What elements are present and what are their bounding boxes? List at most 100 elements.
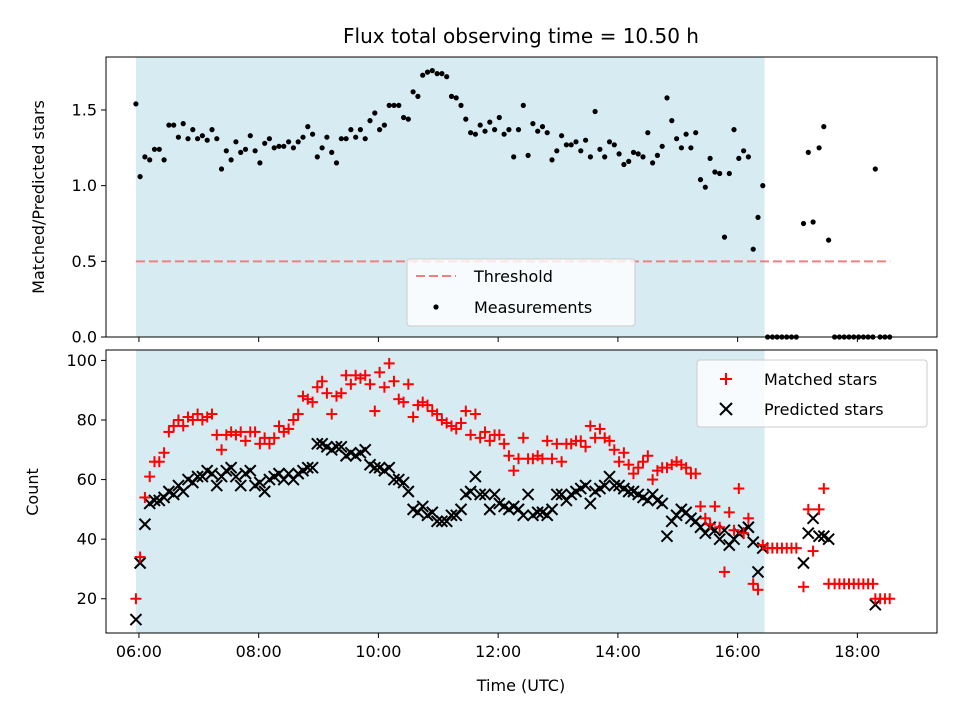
measurement-point bbox=[563, 142, 570, 148]
matched-star-point bbox=[802, 503, 814, 515]
predicted-star-point bbox=[608, 479, 621, 492]
predicted-star-point bbox=[806, 512, 820, 525]
measurement-point bbox=[568, 142, 574, 148]
matched-star-point bbox=[632, 462, 644, 474]
predicted-star-point bbox=[402, 485, 415, 498]
measurement-point bbox=[750, 246, 756, 252]
predicted-star-point bbox=[311, 437, 324, 451]
predicted-star-point bbox=[224, 461, 238, 474]
measurement-point bbox=[343, 136, 349, 142]
measurement-point bbox=[664, 95, 670, 101]
matched-star-point bbox=[714, 521, 726, 533]
bottom-legend: Matched stars Predicted stars bbox=[696, 359, 928, 428]
matched-star-point bbox=[884, 593, 896, 605]
predicted-star-point bbox=[387, 473, 401, 486]
legend-matched-label: Matched stars bbox=[764, 370, 877, 389]
measurement-point bbox=[247, 133, 253, 139]
measurement-point bbox=[218, 166, 225, 172]
predicted-star-point bbox=[359, 443, 372, 457]
predicted-star-point bbox=[234, 479, 247, 492]
measurement-point bbox=[697, 177, 704, 183]
predicted-star-point bbox=[148, 494, 161, 507]
matched-star-point bbox=[206, 408, 218, 420]
matched-star-point bbox=[541, 435, 553, 447]
matched-star-point bbox=[517, 432, 529, 444]
measurement-point bbox=[816, 145, 822, 151]
matched-star-point bbox=[144, 471, 156, 483]
matched-star-point bbox=[345, 378, 357, 390]
matched-star-point bbox=[283, 423, 295, 435]
measurement-point bbox=[233, 139, 239, 145]
matched-star-point bbox=[383, 357, 395, 369]
measurement-point bbox=[549, 157, 555, 163]
predicted-star-point bbox=[445, 509, 458, 522]
matched-star-point bbox=[647, 474, 659, 486]
bottom-legend-box bbox=[696, 359, 928, 428]
predicted-star-point bbox=[660, 529, 674, 543]
measurement-point bbox=[214, 136, 220, 142]
matched-star-point bbox=[374, 366, 386, 378]
matched-star-point bbox=[589, 432, 601, 444]
matched-star-point bbox=[690, 468, 702, 480]
bottom-predicted-points bbox=[129, 437, 882, 626]
measurement-point bbox=[702, 184, 708, 190]
measurement-point bbox=[171, 122, 177, 128]
matched-star-point bbox=[359, 369, 371, 381]
measurement-point bbox=[257, 160, 263, 166]
measurement-point bbox=[650, 160, 656, 166]
matched-star-point bbox=[623, 459, 635, 471]
y-tick-label: 80 bbox=[77, 411, 97, 430]
predicted-star-point bbox=[822, 532, 835, 546]
measurement-point bbox=[707, 155, 713, 161]
predicted-star-point bbox=[746, 535, 760, 549]
measurement-point bbox=[630, 149, 637, 155]
measurement-point bbox=[314, 154, 320, 160]
matched-star-point bbox=[239, 435, 251, 447]
measurement-point bbox=[468, 130, 474, 136]
matched-star-point bbox=[249, 426, 261, 438]
measurement-point bbox=[496, 114, 502, 121]
predicted-star-point bbox=[301, 461, 314, 474]
legend-measurements-label: Measurements bbox=[474, 298, 592, 317]
top-measurement-points bbox=[133, 68, 893, 340]
measurement-point bbox=[377, 127, 383, 133]
predicted-star-point bbox=[622, 485, 635, 498]
predicted-star-point bbox=[258, 485, 271, 498]
matched-star-point bbox=[211, 429, 223, 441]
matched-star-point bbox=[335, 387, 347, 399]
matched-star-point bbox=[513, 453, 525, 465]
legend-threshold-label: Threshold bbox=[473, 267, 553, 286]
measurement-point bbox=[826, 237, 832, 243]
matched-star-point bbox=[153, 456, 165, 468]
matched-star-point bbox=[388, 375, 400, 387]
measurement-point bbox=[800, 220, 807, 227]
predicted-star-point bbox=[655, 497, 669, 510]
matched-star-point bbox=[139, 491, 151, 503]
y-tick-label: 20 bbox=[77, 589, 97, 608]
measurement-point bbox=[654, 152, 661, 158]
top-axes-frame bbox=[105, 56, 938, 338]
measurement-point bbox=[357, 127, 363, 133]
matched-star-point bbox=[637, 456, 649, 468]
predicted-star-point bbox=[469, 470, 482, 483]
measurement-point bbox=[133, 101, 139, 107]
predicted-star-point bbox=[129, 613, 143, 626]
predicted-star-point bbox=[802, 526, 815, 540]
matched-star-point bbox=[321, 387, 333, 399]
matched-star-point bbox=[618, 447, 630, 459]
measurement-point bbox=[721, 234, 728, 240]
measurement-point bbox=[329, 149, 335, 155]
matched-star-point bbox=[398, 396, 410, 408]
x-tick-label: 14:00 bbox=[595, 642, 641, 661]
matched-star-point bbox=[263, 438, 275, 450]
predicted-star-point bbox=[330, 440, 343, 454]
predicted-star-point bbox=[812, 529, 826, 543]
x-tick-label: 10:00 bbox=[355, 642, 401, 661]
matched-star-point bbox=[402, 378, 414, 390]
predicted-star-point bbox=[584, 497, 597, 510]
measurement-point bbox=[736, 155, 742, 161]
bottom-panel: 20 40 60 80 100 06:00 08:00 10:00 12:00 14:00 16:… bbox=[23, 349, 938, 695]
measurement-point bbox=[429, 68, 435, 74]
matched-star-point bbox=[307, 396, 319, 408]
matched-star-point bbox=[259, 432, 271, 444]
